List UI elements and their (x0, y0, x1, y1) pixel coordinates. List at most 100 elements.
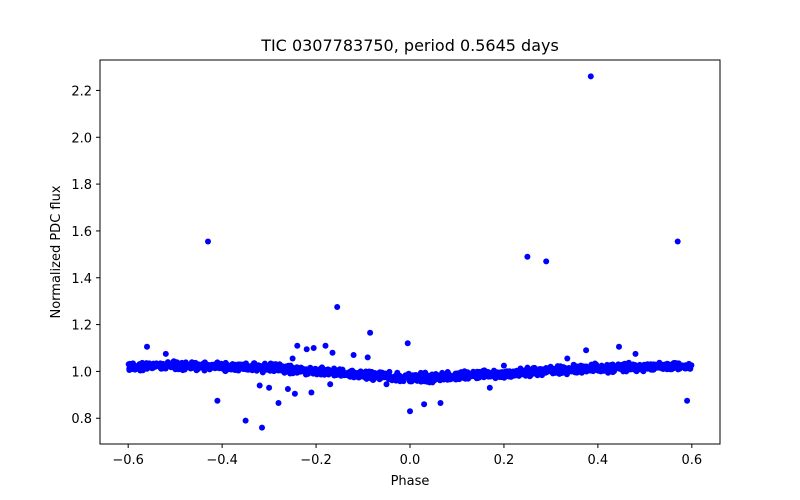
outlier-point (500, 362, 507, 369)
x-tick-label: −0.6 (112, 453, 144, 468)
data-point (588, 367, 595, 374)
data-point (371, 374, 377, 381)
data-point (544, 368, 551, 375)
data-point (627, 366, 634, 373)
outlier-point (684, 397, 691, 404)
data-point (424, 377, 431, 384)
data-point (173, 360, 180, 367)
outlier-point (421, 401, 428, 408)
data-point (147, 361, 154, 368)
data-point (687, 365, 694, 372)
outlier-point (308, 389, 315, 396)
outlier-point (205, 238, 211, 245)
data-point (272, 365, 279, 372)
data-point (220, 366, 227, 373)
data-point (418, 378, 425, 385)
data-point (649, 362, 656, 369)
outlier-point (322, 342, 329, 349)
plot-area (100, 60, 720, 444)
data-point (283, 365, 290, 372)
outlier-point (256, 382, 263, 389)
outlier-point (486, 384, 493, 391)
data-point (154, 362, 161, 369)
outlier-point (350, 352, 357, 358)
outlier-point (275, 400, 282, 406)
outlier-point (214, 397, 221, 404)
data-point (232, 367, 238, 373)
data-point (318, 371, 325, 378)
data-point (625, 359, 632, 366)
y-tick-label: 1.8 (71, 178, 92, 193)
data-point (128, 361, 135, 368)
data-point (195, 361, 202, 368)
x-tick-label: 0.2 (494, 453, 515, 468)
data-point (311, 368, 318, 375)
outlier-point (587, 73, 594, 80)
data-point (574, 369, 581, 375)
data-point (604, 364, 611, 370)
data-point (679, 362, 686, 369)
data-point (256, 365, 263, 372)
outlier-point (367, 329, 374, 336)
outlier-point (242, 417, 249, 424)
data-point (368, 368, 375, 375)
data-point (244, 364, 251, 371)
outlier-point (144, 343, 150, 350)
data-point (333, 369, 340, 376)
data-point (418, 370, 424, 377)
y-tick-label: 0.8 (71, 412, 92, 427)
y-tick-label: 1.2 (71, 319, 92, 334)
data-point (292, 368, 299, 375)
data-point (596, 365, 602, 372)
outlier-point (407, 408, 413, 415)
chart-title: TIC 0307783750, period 0.5645 days (260, 36, 559, 55)
outlier-point (303, 346, 310, 353)
data-point (502, 371, 508, 378)
data-point (251, 360, 258, 367)
outlier-point (524, 253, 531, 260)
x-axis-label: Phase (391, 474, 430, 489)
x-tick-label: 0.4 (588, 453, 609, 468)
data-point (440, 376, 447, 383)
data-point (168, 362, 175, 369)
data-point (530, 370, 537, 377)
outlier-point (334, 304, 341, 310)
outlier-point (564, 355, 571, 362)
data-band (125, 358, 695, 386)
data-point (605, 369, 612, 376)
data-point (394, 372, 401, 379)
outlier-point (364, 354, 371, 361)
data-point (136, 361, 143, 368)
outlier-point (259, 424, 265, 431)
outlier-point (294, 342, 301, 349)
outlier-point (289, 355, 296, 362)
data-point (564, 367, 571, 374)
data-point (580, 365, 587, 372)
x-tick-label: 0.0 (400, 453, 421, 468)
outlier-point (291, 390, 298, 397)
data-point (510, 368, 517, 375)
data-point (181, 361, 188, 368)
outlier-point (383, 381, 390, 388)
data-point (226, 364, 233, 371)
data-point (469, 370, 476, 377)
data-point (480, 372, 487, 379)
data-point (187, 365, 194, 372)
outlier-point (310, 345, 317, 351)
data-point (388, 373, 395, 380)
data-point (135, 366, 142, 373)
data-point (449, 373, 456, 380)
data-point (359, 370, 366, 377)
data-point (327, 368, 334, 375)
data-point (560, 364, 567, 371)
y-tick-label: 1.0 (71, 365, 92, 380)
outlier-point (632, 350, 639, 357)
y-tick-label: 2.2 (71, 84, 92, 99)
data-point (338, 372, 344, 379)
data-point (488, 370, 495, 377)
x-tick-label: −0.2 (300, 453, 332, 468)
outlier-point (583, 347, 590, 354)
data-point (262, 363, 269, 370)
data-point (547, 364, 554, 371)
